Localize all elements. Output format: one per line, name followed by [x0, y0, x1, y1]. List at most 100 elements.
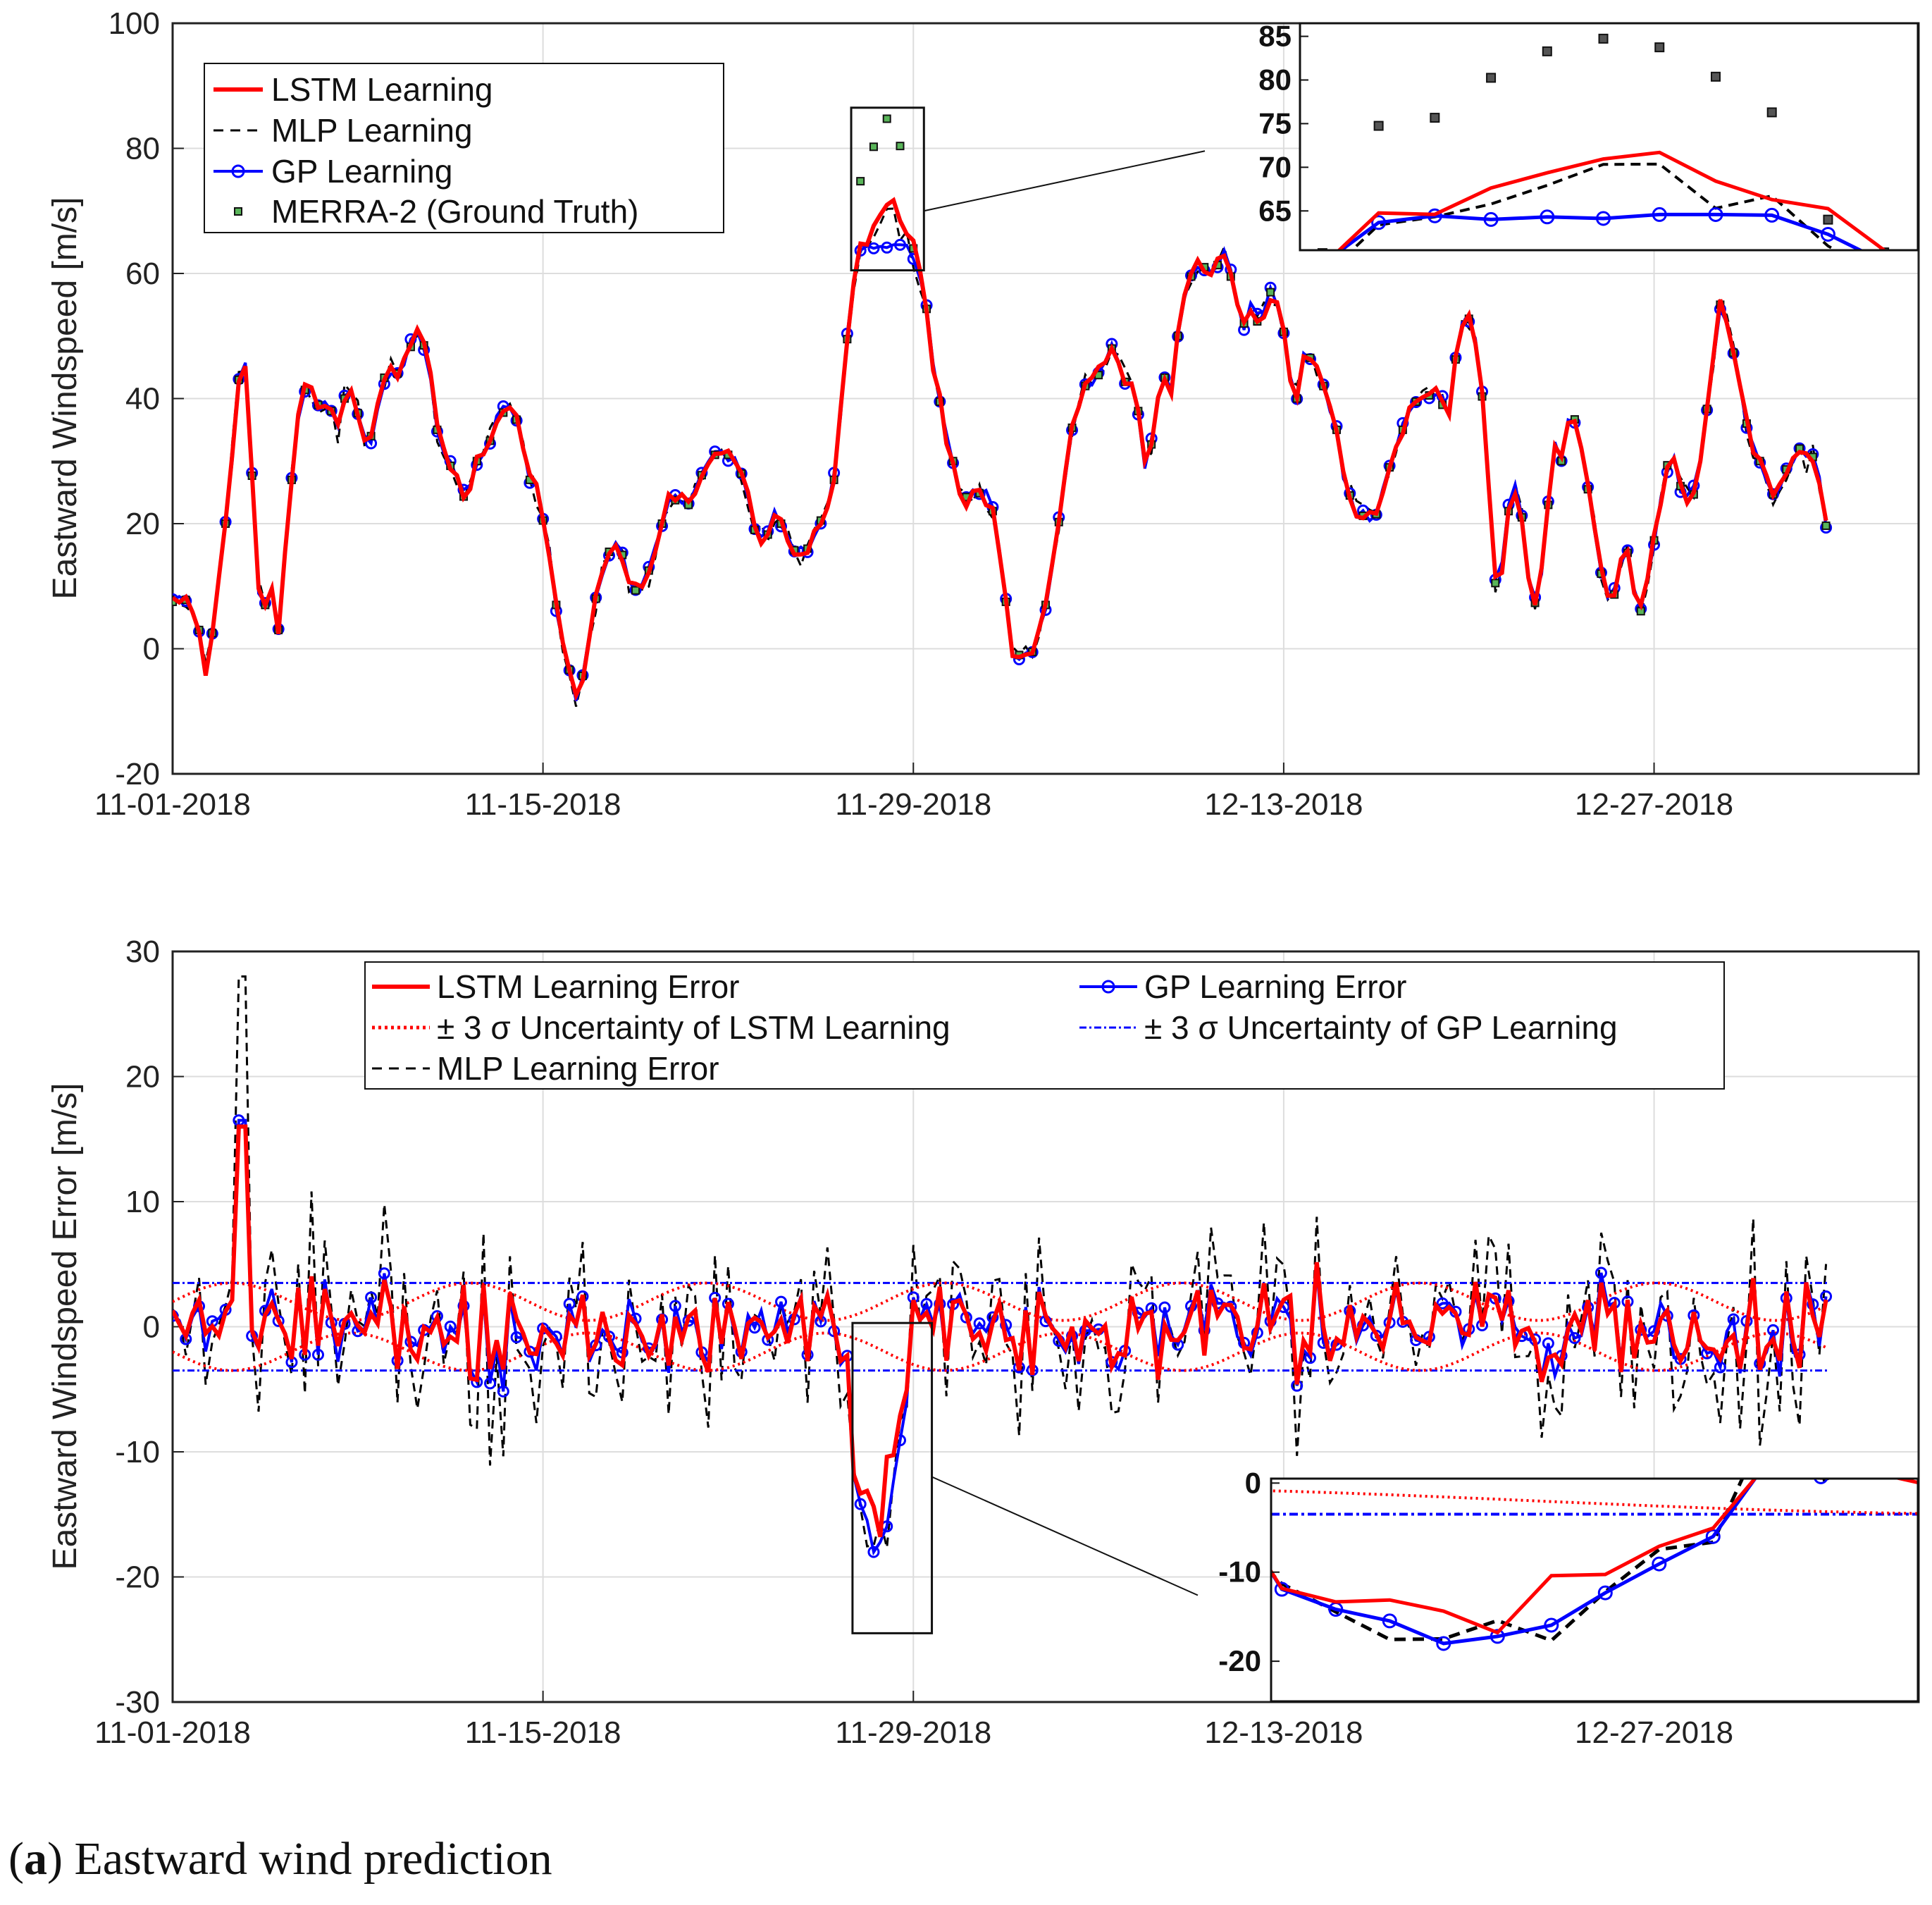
top-legend-frame	[204, 63, 724, 233]
top-inset-gp-point	[1483, 211, 1499, 227]
bottom-gp-error-point	[1436, 1297, 1449, 1309]
bottom-gp-error-point	[365, 1291, 378, 1304]
top-ticks: -20 0 20 40 60 80 100 11-01-2018 11-15-2018 11-29…	[94, 6, 1733, 822]
bottom-gp-error-point	[1158, 1301, 1171, 1314]
bottom-inset-ytick-label: -20	[1218, 1644, 1261, 1677]
legend-gp-err-marker	[1101, 980, 1115, 994]
bottom-zoom-connector	[931, 1476, 1199, 1596]
top-xtick-label: 12-27-2018	[1575, 787, 1733, 822]
bottom-gp-error-point	[312, 1348, 324, 1361]
bottom-gp-error-point	[378, 1267, 390, 1280]
legend-mlp-err-label: MLP Learning Error	[437, 1050, 719, 1087]
top-inset-merra-point	[1598, 33, 1609, 44]
top-inset-gp-point	[1708, 206, 1723, 222]
top-merra-point	[631, 586, 640, 595]
top-merra-point	[896, 142, 905, 151]
legend-lstm-label: LSTM Learning	[271, 71, 493, 108]
bottom-gp-error-point	[510, 1331, 523, 1344]
legend-gp-marker	[231, 164, 245, 178]
top-xtick-label: 11-29-2018	[835, 787, 991, 822]
bottom-ytick-label: 0	[143, 1310, 160, 1345]
bottom-gp-error-point	[484, 1377, 497, 1390]
top-inset-series	[1260, 33, 1890, 350]
top-merra-point	[1266, 288, 1275, 297]
top-inset: 65 70 75 80 85	[1258, 20, 1919, 350]
figure-caption: (a) Eastward wind prediction	[8, 1833, 552, 1885]
caption-text: Eastward wind prediction	[74, 1833, 552, 1885]
top-ytick-label: -20	[115, 757, 160, 791]
top-ytick-label: 80	[125, 132, 160, 166]
top-inset-mlp-line	[1349, 162, 1839, 250]
bottom-xtick-label: 12-13-2018	[1204, 1715, 1363, 1750]
top-gp-point	[325, 405, 338, 417]
top-merra-point	[882, 114, 891, 123]
top-xtick-label: 12-13-2018	[1204, 787, 1363, 822]
bottom-inset-ticks: -20 -10 0	[1218, 1466, 1280, 1677]
top-inset-merra-point	[1710, 71, 1721, 82]
bottom-inset-gp-point	[1652, 1556, 1667, 1572]
top-inset-ticks: 65 70 75 80 85	[1258, 20, 1308, 227]
top-xtick-label: 11-15-2018	[465, 787, 621, 822]
top-inset-merra-point	[1373, 121, 1384, 131]
legend-lstm-unc-label: ± 3 σ Uncertainty of LSTM Learning	[437, 1009, 950, 1046]
bottom-inset-gp-point	[1222, 1498, 1234, 1510]
bottom-inset-lstm-line	[1271, 1479, 1918, 1635]
bottom-gp-error-point	[1568, 1332, 1581, 1345]
top-gp-point	[1410, 395, 1423, 408]
bottom-inset-series	[1222, 1474, 1932, 1651]
top-lstm-line	[173, 197, 1828, 702]
top-gp-point	[894, 238, 906, 251]
bottom-gp-error-point	[920, 1297, 933, 1310]
bottom-y-axis-label: Eastward Windspeed Error [m/s]	[47, 1083, 84, 1570]
legend-gp-unc-label: ± 3 σ Uncertainty of GP Learning	[1144, 1009, 1618, 1046]
legend-gp-label: GP Learning	[271, 153, 452, 190]
top-merra-point	[1821, 521, 1831, 530]
bottom-gp-error-point	[444, 1320, 457, 1333]
top-inset-merra-point	[1430, 113, 1440, 123]
bottom-zoom-box	[851, 1321, 1199, 1634]
top-inset-gp-point	[1878, 256, 1890, 269]
bottom-inset-gp-point	[1922, 1474, 1932, 1487]
bottom-inset-gp-line	[1271, 1479, 1918, 1646]
top-ytick-label: 0	[143, 632, 160, 667]
bottom-gp-error-point	[1767, 1324, 1779, 1336]
bottom-mlp-error-line	[173, 975, 1828, 1548]
top-inset-gp-point	[1540, 209, 1555, 225]
top-inset-gp-point	[1764, 207, 1780, 223]
bottom-gp-error-point	[854, 1498, 867, 1510]
top-inset-merra-point	[1262, 342, 1270, 350]
top-inset-gp-point	[1596, 211, 1611, 226]
bottom-gp-error-point	[973, 1317, 986, 1330]
top-ytick-label: 40	[125, 382, 160, 417]
bottom-gp-error-point	[1727, 1313, 1740, 1326]
top-inset-frame	[1299, 22, 1919, 252]
bottom-zoom-rect	[851, 1321, 934, 1634]
bottom-inset-gp-point	[1436, 1636, 1451, 1651]
bottom-gp-error-point	[867, 1546, 880, 1558]
top-series	[173, 114, 1833, 707]
bottom-gp-error-point	[775, 1295, 788, 1308]
top-zoom-connector	[924, 150, 1206, 212]
top-gp-point	[867, 242, 880, 254]
legend-lstm-err-label: LSTM Learning Error	[437, 968, 740, 1005]
bottom-inset-lstm-unc	[1271, 1489, 1918, 1515]
bottom-inset-gp-point	[1490, 1629, 1505, 1644]
bottom-gp-error-point	[669, 1300, 681, 1312]
bottom-series	[173, 975, 1833, 1558]
top-inset-ytick-label: 70	[1258, 150, 1292, 183]
bottom-gp-error-point	[563, 1297, 576, 1310]
top-inset-gp-point	[1260, 332, 1272, 345]
top-ytick-label: 60	[125, 257, 160, 291]
bottom-legend: LSTM Learning Error GP Learning Error ± …	[364, 961, 1725, 1090]
legend-merra-label: MERRA-2 (Ground Truth)	[271, 193, 638, 230]
legend-mlp-label: MLP Learning	[271, 112, 473, 149]
bottom-ytick-label: -10	[115, 1435, 160, 1469]
top-inset-lstm-line	[1336, 150, 1887, 250]
bottom-ytick-label: -30	[115, 1685, 160, 1720]
top-inset-merra-point	[1486, 73, 1497, 83]
top-axes: -20 0 20 40 60 80 100 11-01-2018 11-15-2018 11-29…	[47, 6, 1920, 822]
top-inset-gp-point	[1820, 226, 1835, 242]
legend-merra-marker	[234, 207, 242, 216]
bottom-gp-error-point	[748, 1321, 761, 1334]
